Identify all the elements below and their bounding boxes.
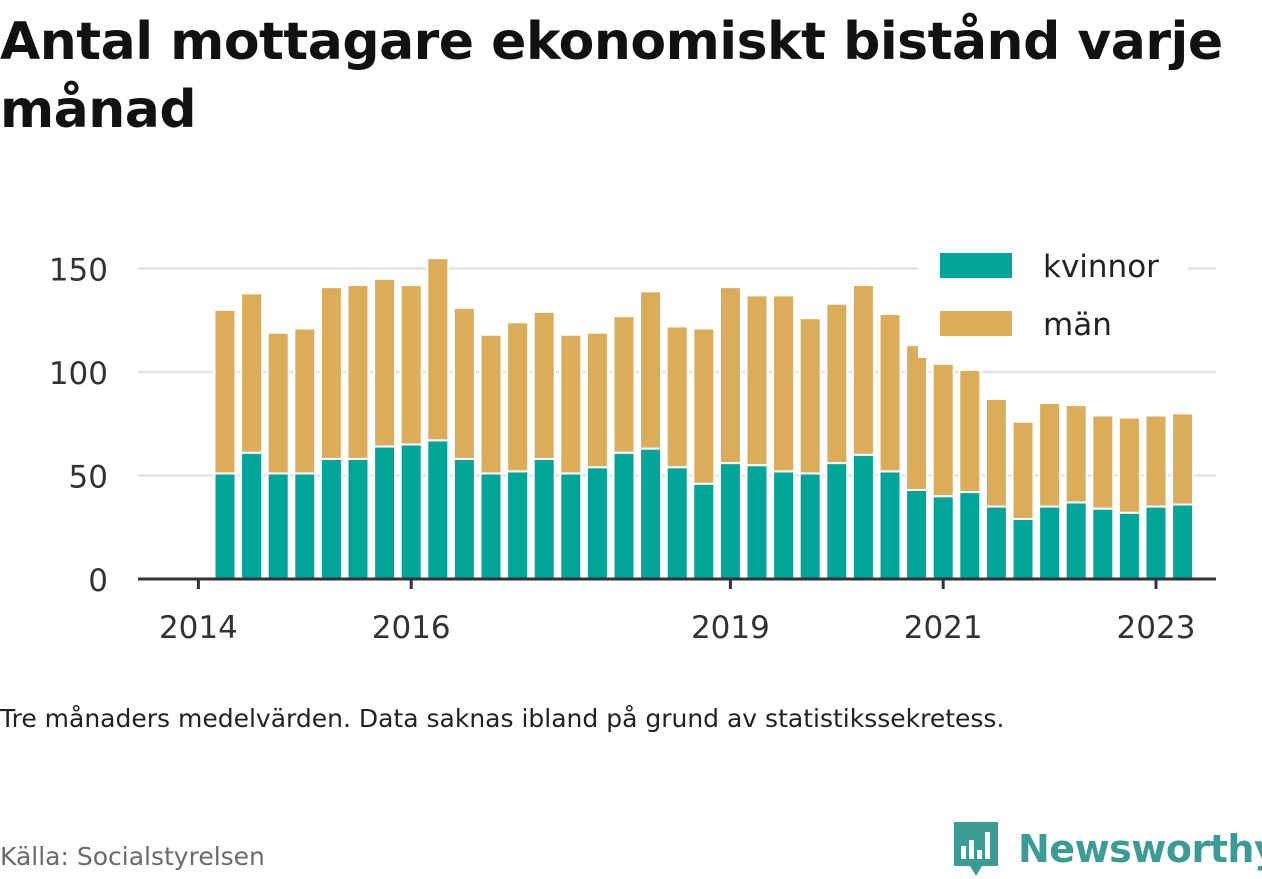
bar-kvinnor — [399, 443, 423, 581]
bar-man — [772, 294, 796, 473]
x-tick-label: 2014 — [159, 610, 238, 646]
y-tick-label: 100 — [49, 356, 108, 392]
bar-kvinnor — [612, 451, 636, 581]
bar-kvinnor — [958, 491, 982, 580]
y-tick-label: 150 — [49, 253, 108, 289]
y-tick-label: 0 — [88, 563, 108, 599]
bar-man — [1171, 412, 1195, 506]
brand-name: Newsworthy — [1018, 827, 1262, 871]
bar-man — [240, 292, 264, 454]
bar-man — [559, 333, 583, 475]
bar-man — [293, 327, 317, 475]
bar-kvinnor — [1064, 501, 1088, 580]
bar-man — [1038, 402, 1062, 508]
footnote: Tre månaders medelvärden. Data saknas ib… — [0, 704, 1005, 733]
bar-kvinnor — [665, 466, 689, 580]
bar-kvinnor — [319, 457, 343, 580]
bar-man — [665, 325, 689, 469]
x-tick-label: 2019 — [691, 610, 770, 646]
bar-man — [798, 317, 822, 475]
bar-man — [639, 290, 663, 450]
legend-label: män — [1043, 307, 1112, 343]
x-axis-tick-labels: 2014 2016 2019 2021 2023 — [159, 579, 1196, 646]
y-axis-tick-labels: 0 50 100 150 — [49, 253, 108, 600]
legend-swatch — [940, 253, 1012, 278]
bar-kvinnor — [373, 445, 397, 580]
bar-man — [1011, 420, 1035, 520]
bar-kvinnor — [213, 472, 237, 580]
bar-man — [905, 344, 929, 491]
bar-man — [718, 286, 742, 465]
bar-man — [266, 331, 290, 475]
y-tick-label: 50 — [69, 460, 108, 496]
bar-kvinnor — [798, 472, 822, 580]
bar-kvinnor — [1144, 505, 1168, 580]
bar-kvinnor — [745, 464, 769, 580]
bar-man — [479, 333, 503, 475]
brand: Newsworthy — [952, 820, 1262, 878]
legend-swatch — [940, 311, 1012, 336]
bar-man — [1144, 414, 1168, 508]
bar-kvinnor — [825, 462, 849, 580]
legend-label: kvinnor — [1043, 249, 1159, 285]
bar-kvinnor — [559, 472, 583, 580]
bar-man — [825, 302, 849, 465]
bar-man — [958, 368, 982, 494]
x-tick-label: 2023 — [1117, 610, 1196, 646]
bar-kvinnor — [639, 447, 663, 580]
bar-kvinnor — [293, 472, 317, 580]
bar-kvinnor — [878, 470, 902, 580]
bar-man — [692, 327, 716, 485]
bar-kvinnor — [532, 457, 556, 580]
bar-kvinnor — [585, 466, 609, 580]
bar-kvinnor — [1091, 507, 1115, 580]
bar-man — [851, 284, 875, 456]
bar-man — [532, 310, 556, 460]
bar-kvinnor — [772, 470, 796, 580]
chart-title: Antal mottagare ekonomiskt bistånd varje… — [0, 12, 1223, 140]
legend: kvinnor män — [918, 238, 1188, 358]
bar-man — [1117, 416, 1141, 514]
bar-kvinnor — [479, 472, 503, 580]
bar-man — [426, 257, 450, 442]
bar-man — [984, 397, 1008, 508]
bar-kvinnor — [1038, 505, 1062, 580]
bar-kvinnor — [240, 451, 264, 581]
bar-kvinnor — [346, 457, 370, 580]
bar-man — [346, 284, 370, 460]
bar-man — [399, 284, 423, 446]
bar-man — [612, 315, 636, 454]
stacked-bar-chart: 0 50 100 150 2014 2016 2019 2021 2023 kvinnor mä… — [48, 238, 1216, 646]
bar-kvinnor — [1011, 517, 1035, 580]
bar-man — [745, 294, 769, 467]
source-note: Källa: Socialstyrelsen — [0, 842, 265, 871]
bar-kvinnor — [452, 457, 476, 580]
bar-kvinnor — [905, 488, 929, 580]
bar-man — [878, 313, 902, 473]
bar-chart-speech-bubble-icon — [954, 822, 998, 876]
bar-kvinnor — [1117, 511, 1141, 581]
bar-man — [585, 331, 609, 469]
bar-kvinnor — [984, 505, 1008, 580]
bar-kvinnor — [1171, 503, 1195, 581]
x-tick-label: 2021 — [904, 610, 983, 646]
bar-man — [931, 362, 955, 498]
bar-man — [452, 306, 476, 460]
x-tick-label: 2016 — [372, 610, 451, 646]
bar-man — [1091, 414, 1115, 510]
bar-kvinnor — [506, 470, 530, 580]
bar-man — [506, 321, 530, 473]
bar-kvinnor — [692, 482, 716, 580]
bar-man — [319, 286, 343, 460]
bar-kvinnor — [266, 472, 290, 580]
bar-man — [373, 277, 397, 448]
bar-man — [213, 308, 237, 475]
bar-kvinnor — [931, 495, 955, 581]
bar-kvinnor — [426, 439, 450, 580]
bar-man — [1064, 404, 1088, 504]
bar-kvinnor — [851, 453, 875, 580]
bar-kvinnor — [718, 462, 742, 580]
